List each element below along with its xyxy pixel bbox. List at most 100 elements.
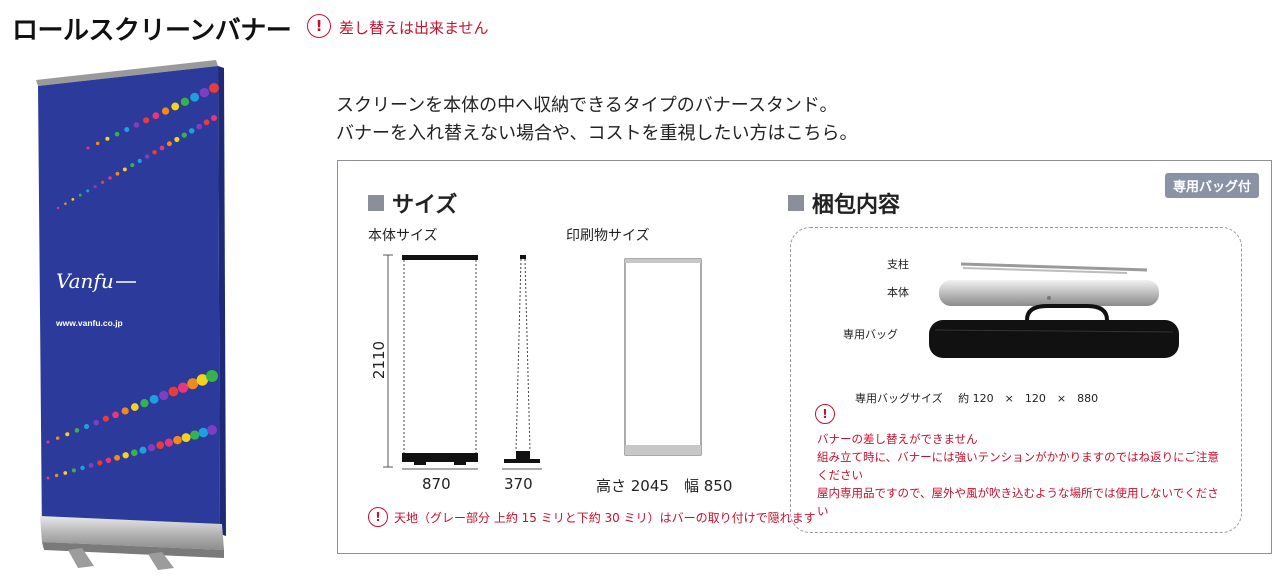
size-heading: サイズ xyxy=(368,187,457,219)
banner-dot xyxy=(152,112,160,120)
spec-panel: 専用バッグ付 サイズ 本体サイズ 印刷物サイズ 2110 870 370 高さ … xyxy=(337,160,1272,554)
item-label-pole: 支柱 xyxy=(887,258,909,271)
depth-dimension: 370 xyxy=(504,475,533,493)
banner-product-image: Vanfu www.vanfu.co.jp xyxy=(36,60,226,570)
banner-dot xyxy=(74,428,80,433)
print-width: 幅 850 xyxy=(684,477,733,495)
banner-dot xyxy=(168,386,179,397)
banner-dot xyxy=(86,189,90,193)
banner-dot xyxy=(121,407,129,415)
banner-dot xyxy=(130,449,138,457)
bag-size-value: 約 120 × 120 × 880 xyxy=(958,392,1099,405)
banner-dot xyxy=(105,136,110,141)
banner-dot xyxy=(97,460,103,466)
width-dimension: 870 xyxy=(422,475,451,493)
banner-dot xyxy=(46,440,50,444)
banner-dot xyxy=(65,432,70,437)
item-label-bag: 専用バッグ xyxy=(843,328,898,341)
warning-icon: ! xyxy=(307,14,331,38)
notes-list: バナーの差し替えができません 組み立て時に、バナーには強いテンションがかかります… xyxy=(817,430,1227,520)
banner-dot xyxy=(174,136,180,142)
banner-dot xyxy=(199,87,210,98)
banner-dot xyxy=(149,394,159,404)
banner-dot xyxy=(171,102,180,111)
banner-dot xyxy=(93,419,100,426)
banner-dot xyxy=(71,468,76,473)
banner-dot xyxy=(88,462,94,468)
banner-dot xyxy=(71,198,75,201)
bag-included-tag: 専用バッグ付 xyxy=(1164,173,1259,198)
banner-dot xyxy=(180,97,190,107)
heading-square-icon xyxy=(788,195,804,211)
banner-dot xyxy=(105,457,112,464)
banner-dot xyxy=(112,411,119,419)
banner-dot xyxy=(164,438,173,447)
bag-size-label: 専用バッグサイズ xyxy=(855,392,943,405)
warning-icon: ! xyxy=(368,507,388,527)
banner-dot xyxy=(108,176,112,180)
banner-dot xyxy=(55,436,60,440)
banner-dot xyxy=(161,107,170,115)
banner-dot xyxy=(144,154,150,159)
banner-dot xyxy=(159,145,165,151)
banner-brand: Vanfu xyxy=(56,269,114,293)
item-label-body: 本体 xyxy=(887,286,909,299)
size-note-text: 天地（グレー部分 上約 15 ミリと下約 30 ミリ）はバーの取り付けで隠れます xyxy=(394,510,816,525)
size-note: ! 天地（グレー部分 上約 15 ミリと下約 30 ミリ）はバーの取り付けで隠れ… xyxy=(368,507,816,527)
banner-dot xyxy=(159,390,169,401)
banner-dot xyxy=(124,126,130,133)
banner-dot xyxy=(177,382,189,393)
banner-dot xyxy=(188,128,195,134)
banner-dot xyxy=(56,206,60,210)
banner-dot xyxy=(93,184,97,189)
banner-url: www.vanfu.co.jp xyxy=(55,318,123,328)
intro-line-2: バナーを入れ替えない場合や、コストを重視したい方はこちら。 xyxy=(336,123,858,144)
title-note: 差し替えは出来ません xyxy=(339,19,489,37)
banner-dot xyxy=(181,132,187,138)
contents-heading: 梱包内容 xyxy=(788,187,900,219)
banner-dot xyxy=(181,433,191,443)
banner-dot xyxy=(198,427,209,438)
banner-dot xyxy=(130,163,135,168)
size-heading-text: サイズ xyxy=(392,193,458,218)
intro-text: スクリーンを本体の中へ収納できるタイプのバナースタンド。 バナーを入れ替えない場… xyxy=(336,92,857,148)
size-diagram xyxy=(383,254,702,470)
banner-dot xyxy=(130,403,139,411)
banner-dot xyxy=(140,399,149,408)
banner-dot xyxy=(95,141,100,146)
banner-dot xyxy=(187,378,199,390)
banner-dot xyxy=(190,92,200,102)
warning-icon: ! xyxy=(815,404,835,424)
banner-dot xyxy=(54,473,59,478)
banner-dot xyxy=(147,443,156,452)
banner-dot xyxy=(143,117,150,124)
banner-dot xyxy=(86,146,90,150)
banner-dot xyxy=(196,123,202,130)
banner-dot xyxy=(203,119,210,126)
banner-dot xyxy=(133,122,140,128)
page-title: ロールスクリーンバナー xyxy=(12,16,292,46)
banner-dot xyxy=(166,141,172,147)
banner-dot xyxy=(207,425,217,435)
print-size-label: 印刷物サイズ xyxy=(566,228,650,244)
note-item: バナーの差し替えができません xyxy=(817,432,978,446)
contents-photo xyxy=(929,262,1179,358)
print-height: 高さ 2045 xyxy=(596,477,669,495)
banner-dot xyxy=(196,374,209,386)
intro-line-1: スクリーンを本体の中へ収納できるタイプのバナースタンド。 xyxy=(336,95,838,116)
banner-dot xyxy=(152,149,157,155)
heading-square-icon xyxy=(368,195,384,211)
banner-dot xyxy=(206,370,218,382)
banner-dot xyxy=(190,430,200,440)
body-size-label: 本体サイズ xyxy=(368,228,438,244)
banner-dot xyxy=(100,180,105,184)
banner-dot xyxy=(122,167,127,172)
contents-box: 支柱 本体 専用バッグ 専用バッグサイズ 約 120 × xyxy=(790,227,1242,533)
height-dimension: 2110 xyxy=(370,340,389,380)
banner-dot xyxy=(84,423,90,430)
banner-dot xyxy=(209,83,219,93)
banner-dot xyxy=(78,193,82,197)
banner-dot xyxy=(80,465,85,471)
note-item: 組み立て時に、バナーには強いテンションがかかりますのではね返りにご注意ください xyxy=(817,450,1219,482)
banner-dot xyxy=(114,131,120,137)
